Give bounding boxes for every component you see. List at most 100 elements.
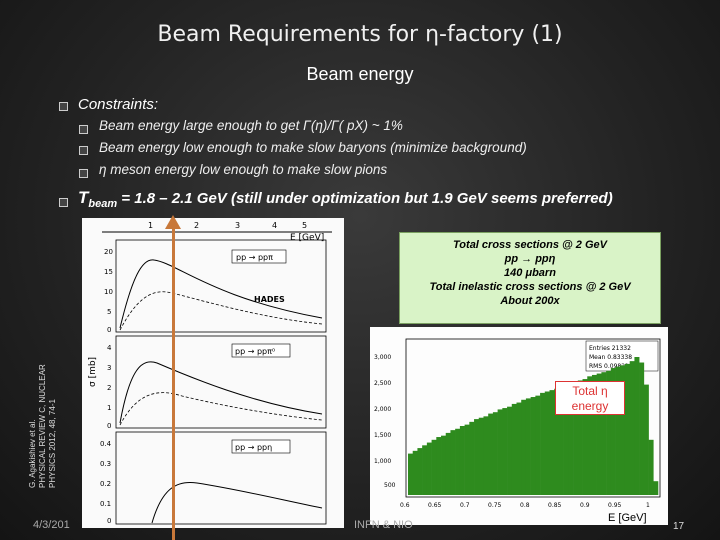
- histogram-bar: [591, 374, 597, 495]
- histogram-bar: [507, 406, 513, 495]
- citation: G. Agakishiev et al. PHYSICAL REVIEW C, …: [28, 308, 58, 488]
- energy-histogram-figure: Entries 21332 Mean 0.83338 RMS 0.09821 3…: [370, 327, 668, 525]
- tbeam-text: = 1.8 – 2.1 GeV (still under optimizatio…: [117, 190, 613, 207]
- energy-line: Total η: [572, 384, 608, 398]
- hist-x-tick: 0.9: [580, 502, 590, 509]
- histogram-stat: Entries 21332: [589, 345, 631, 352]
- histogram-bar: [521, 399, 527, 495]
- note-line: Total cross sections @ 2 GeV: [453, 239, 607, 251]
- histogram-bar: [431, 439, 437, 495]
- histogram-bar: [417, 448, 423, 495]
- y-tick-label: 0.2: [100, 480, 111, 488]
- y-tick-label: 0: [107, 326, 111, 334]
- tbeam-symbol: T: [78, 188, 89, 207]
- hist-y-tick: 1,500: [374, 432, 391, 439]
- y-tick-label: 5: [107, 308, 111, 316]
- x-tick-label: 4: [272, 221, 277, 230]
- histogram-bar: [606, 370, 612, 495]
- hist-y-tick: 2,000: [374, 406, 391, 413]
- slide-title: Beam Requirements for η-factory (1): [157, 22, 563, 47]
- histogram-bar: [469, 421, 475, 495]
- beam-energy-arrow: [172, 226, 175, 540]
- note-line: Total inelastic cross sections @ 2 GeV: [429, 281, 631, 293]
- cross-section-figure: 1 2 3 4 5 E [GeV] 20 15 10 5 0 pp → ppπ …: [82, 218, 344, 528]
- arrow-head-icon: [165, 215, 181, 229]
- histogram-bar: [582, 379, 588, 495]
- tbeam-line: Tbeam = 1.8 – 2.1 GeV (still under optim…: [78, 188, 613, 210]
- histogram-bar: [530, 397, 536, 495]
- histogram-bar: [450, 430, 456, 495]
- histogram-bar: [478, 417, 484, 495]
- histogram-stat: Mean 0.83338: [589, 354, 632, 361]
- footer-center: INFN & NIO: [354, 519, 413, 531]
- y-tick-label: 0.4: [100, 440, 112, 448]
- total-energy-label: Total η energy: [555, 381, 625, 415]
- footer-date: 4/3/201: [33, 519, 70, 531]
- x-tick-label: 3: [235, 221, 240, 230]
- histogram-bar: [563, 384, 569, 495]
- hist-x-tick: 0.65: [428, 502, 442, 509]
- histogram-bar: [648, 439, 654, 495]
- citation-line: G. Agakishiev et al.: [28, 419, 37, 488]
- histogram-bar: [568, 383, 574, 495]
- histogram-bar: [639, 362, 645, 495]
- y-tick-label: 4: [107, 344, 112, 352]
- histogram-bar: [540, 392, 546, 495]
- histogram-bar: [558, 385, 564, 495]
- bullet-square-icon: [59, 198, 68, 207]
- histogram-bar: [502, 408, 508, 495]
- hist-x-label: E [GeV]: [608, 512, 647, 524]
- histogram-bar: [544, 391, 550, 495]
- hist-x-tick: 0.7: [460, 502, 470, 509]
- histogram-bar: [634, 357, 640, 495]
- page-number: 17: [673, 521, 685, 532]
- bullet-square-icon: [79, 146, 88, 155]
- panel-reaction-label: pp → ppπ: [236, 253, 273, 262]
- histogram-bar: [549, 390, 555, 495]
- histogram-bar: [596, 373, 602, 495]
- tbeam-subscript: beam: [88, 198, 118, 210]
- citation-line: PHYSICS 2012, 48, 74-1: [48, 399, 57, 488]
- y-tick-label: 0.1: [100, 500, 111, 508]
- histogram-bar: [516, 402, 522, 495]
- histogram-bar: [511, 403, 517, 495]
- histogram-bar: [497, 409, 503, 495]
- citation-line: PHYSICAL REVIEW C, NUCLEAR: [38, 364, 47, 488]
- hist-y-tick: 2,500: [374, 380, 391, 387]
- histogram-stat: RMS 0.09821: [589, 363, 629, 370]
- hist-x-tick: 0.85: [548, 502, 562, 509]
- y-axis-label: σ [mb]: [88, 357, 98, 387]
- histogram-bar: [426, 442, 432, 495]
- energy-histogram: Entries 21332 Mean 0.83338 RMS 0.09821 3…: [374, 338, 661, 524]
- histogram-bar: [445, 432, 451, 495]
- constraint-item: Beam energy large enough to get Γ(η)/Γ( …: [99, 118, 403, 133]
- histogram-bar: [535, 395, 541, 495]
- y-tick-label: 2: [107, 384, 111, 392]
- histogram-bar: [441, 435, 447, 495]
- y-tick-label: 0: [107, 517, 111, 525]
- hist-x-tick: 1: [646, 502, 650, 509]
- constraints-heading: Constraints:: [78, 96, 159, 113]
- x-tick-label: 5: [302, 221, 307, 230]
- hist-x-tick: 0.95: [608, 502, 622, 509]
- y-tick-label: 0: [107, 422, 111, 430]
- slide-subtitle: Beam energy: [306, 64, 414, 84]
- histogram-bar: [464, 424, 470, 495]
- panel-reaction-label: pp → ppη: [235, 443, 272, 452]
- histogram-bar: [610, 368, 616, 495]
- histogram-bar: [455, 428, 461, 495]
- histogram-bar: [629, 361, 635, 495]
- bullet-square-icon: [79, 169, 88, 178]
- histogram-bar: [483, 416, 489, 495]
- histogram-bar: [624, 363, 630, 495]
- constraint-item: η meson energy low enough to make slow p…: [99, 162, 388, 177]
- panel-reaction-label: pp → ppπ⁰: [235, 347, 275, 356]
- histogram-bar: [554, 388, 560, 495]
- histogram-bar: [573, 381, 579, 495]
- histogram-bar: [615, 366, 621, 495]
- y-tick-label: 3: [107, 364, 111, 372]
- note-line: 140 μbarn: [504, 267, 556, 279]
- cross-section-note: Total cross sections @ 2 GeV pp → ppη 14…: [399, 232, 661, 324]
- cross-section-plot: 1 2 3 4 5 E [GeV] 20 15 10 5 0 pp → ppπ …: [88, 221, 332, 525]
- histogram-bar: [459, 426, 465, 495]
